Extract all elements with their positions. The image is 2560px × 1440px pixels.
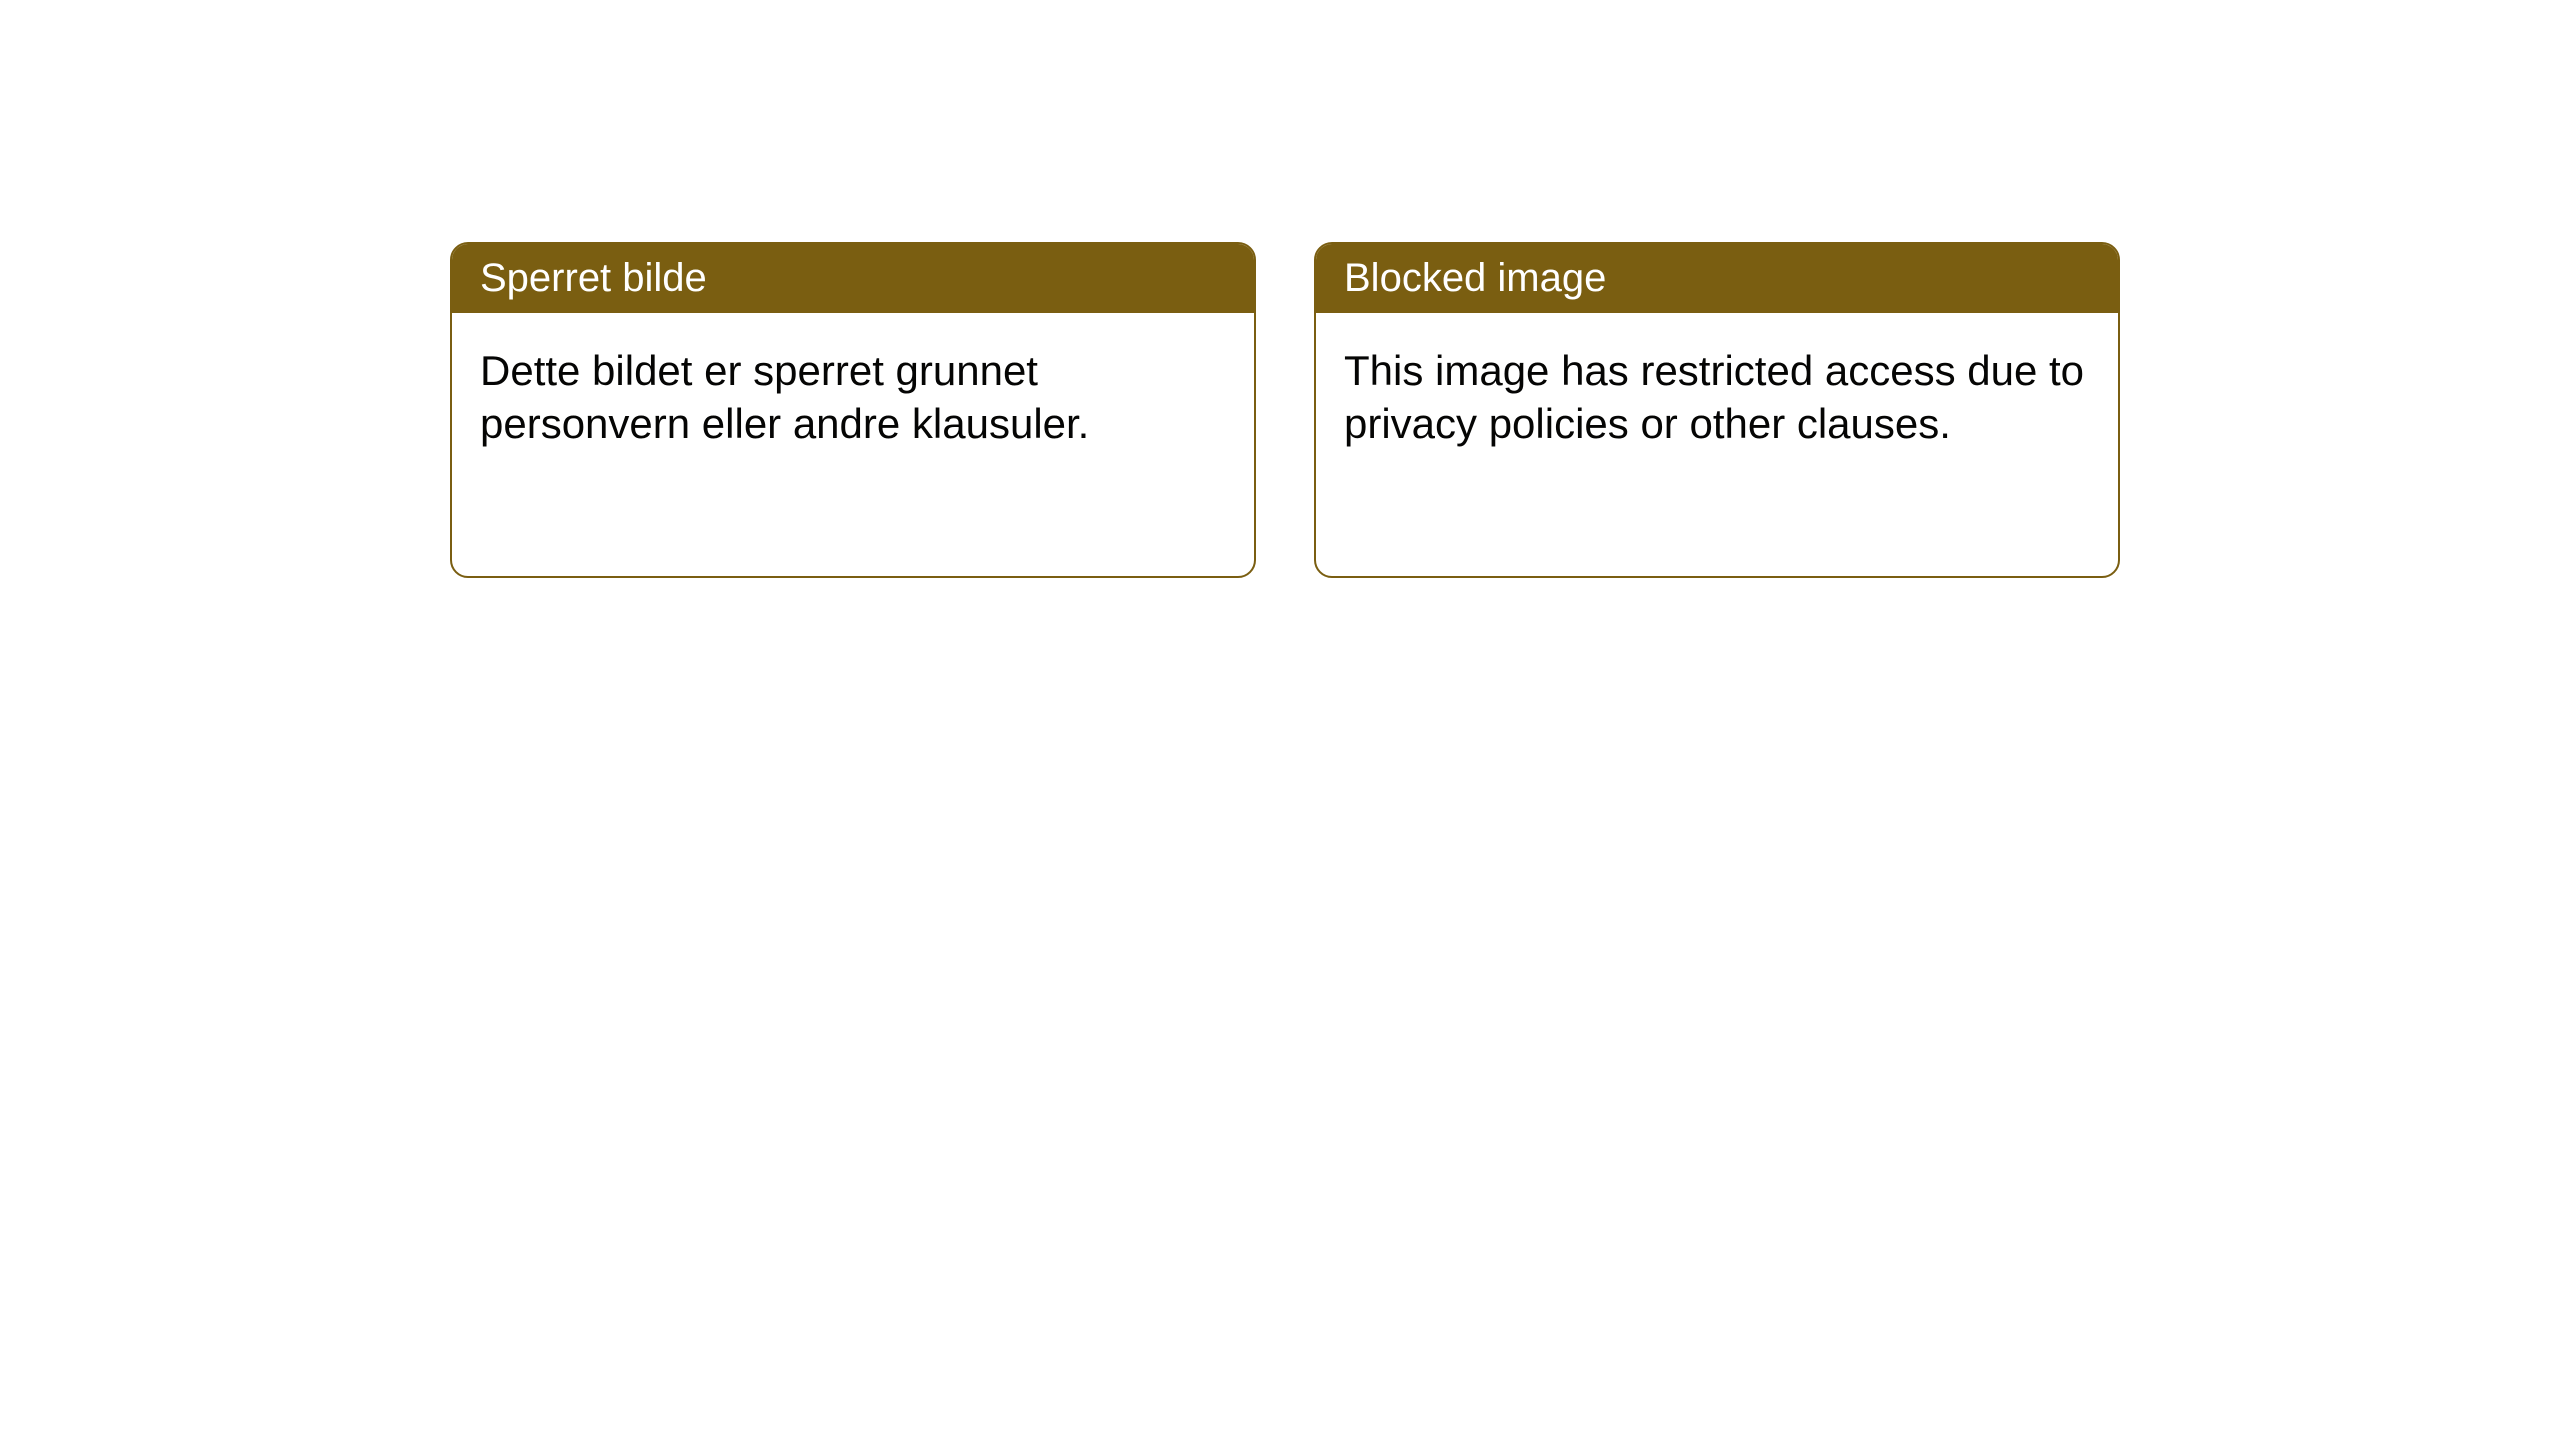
notice-title: Sperret bilde xyxy=(480,256,707,300)
notice-container: Sperret bilde Dette bildet er sperret gr… xyxy=(450,242,2120,578)
notice-header: Blocked image xyxy=(1316,244,2118,313)
notice-message: This image has restricted access due to … xyxy=(1344,347,2084,447)
notice-card-norwegian: Sperret bilde Dette bildet er sperret gr… xyxy=(450,242,1256,578)
notice-header: Sperret bilde xyxy=(452,244,1254,313)
notice-body: Dette bildet er sperret grunnet personve… xyxy=(452,313,1254,482)
notice-title: Blocked image xyxy=(1344,256,1606,300)
notice-message: Dette bildet er sperret grunnet personve… xyxy=(480,347,1089,447)
notice-card-english: Blocked image This image has restricted … xyxy=(1314,242,2120,578)
notice-body: This image has restricted access due to … xyxy=(1316,313,2118,482)
